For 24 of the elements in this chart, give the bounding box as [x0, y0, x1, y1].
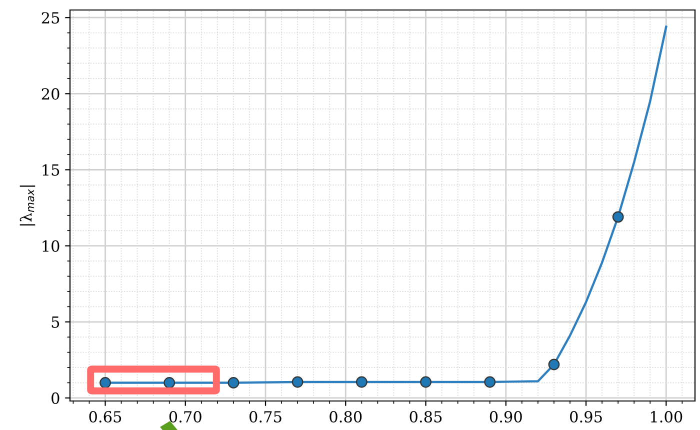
y-tick-label: 20 — [42, 88, 60, 100]
y-axis-title: |λ$_{max}$| — [20, 186, 36, 226]
point — [420, 376, 432, 388]
y-tick-label: 25 — [42, 12, 60, 24]
y-tick-label: 5 — [52, 316, 60, 328]
y-tick-label: 10 — [42, 240, 60, 252]
point — [484, 376, 496, 388]
point — [228, 377, 240, 388]
point — [100, 377, 111, 388]
x-tick-label: 0.75 — [250, 410, 282, 423]
point — [548, 358, 560, 370]
point — [612, 211, 624, 223]
y-tick-label: 15 — [42, 164, 60, 176]
x-tick-label: 0.80 — [330, 410, 362, 423]
x-tick-label: 0.70 — [169, 410, 202, 423]
x-tick-label: 0.65 — [89, 410, 122, 423]
y-tick-label: 0 — [52, 392, 60, 404]
x-tick-label: 1.00 — [651, 410, 682, 423]
point — [292, 376, 304, 388]
point — [164, 377, 176, 388]
point — [356, 376, 368, 388]
x-tick-label: 0.85 — [410, 410, 442, 423]
x-tick-label: 0.95 — [570, 410, 602, 423]
x-tick-label: 0.90 — [490, 410, 522, 423]
